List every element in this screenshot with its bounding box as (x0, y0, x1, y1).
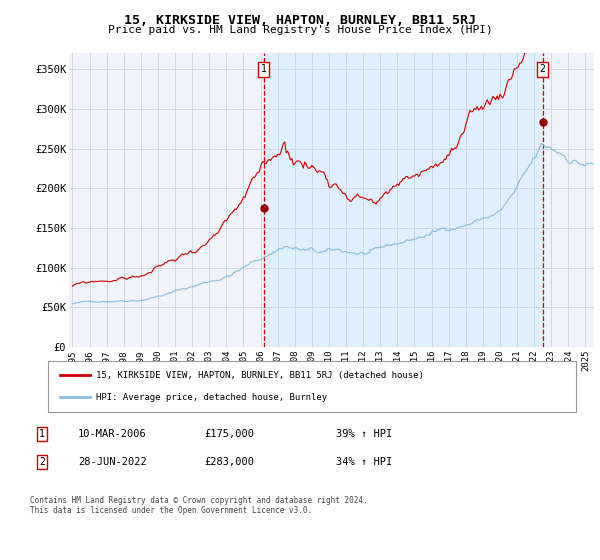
Text: £175,000: £175,000 (204, 429, 254, 439)
Text: 15, KIRKSIDE VIEW, HAPTON, BURNLEY, BB11 5RJ: 15, KIRKSIDE VIEW, HAPTON, BURNLEY, BB11… (124, 14, 476, 27)
Text: 15, KIRKSIDE VIEW, HAPTON, BURNLEY, BB11 5RJ (detached house): 15, KIRKSIDE VIEW, HAPTON, BURNLEY, BB11… (96, 371, 424, 380)
Text: 39% ↑ HPI: 39% ↑ HPI (336, 429, 392, 439)
Text: 1: 1 (261, 64, 267, 74)
Text: 1: 1 (39, 429, 45, 439)
Text: HPI: Average price, detached house, Burnley: HPI: Average price, detached house, Burn… (96, 393, 327, 402)
Text: Contains HM Land Registry data © Crown copyright and database right 2024.
This d: Contains HM Land Registry data © Crown c… (30, 496, 368, 515)
Text: 2: 2 (539, 64, 545, 74)
Text: 2: 2 (39, 457, 45, 467)
Text: £283,000: £283,000 (204, 457, 254, 467)
Text: 10-MAR-2006: 10-MAR-2006 (78, 429, 147, 439)
Text: 34% ↑ HPI: 34% ↑ HPI (336, 457, 392, 467)
Text: 28-JUN-2022: 28-JUN-2022 (78, 457, 147, 467)
Text: Price paid vs. HM Land Registry's House Price Index (HPI): Price paid vs. HM Land Registry's House … (107, 25, 493, 35)
Bar (264, 53, 542, 347)
